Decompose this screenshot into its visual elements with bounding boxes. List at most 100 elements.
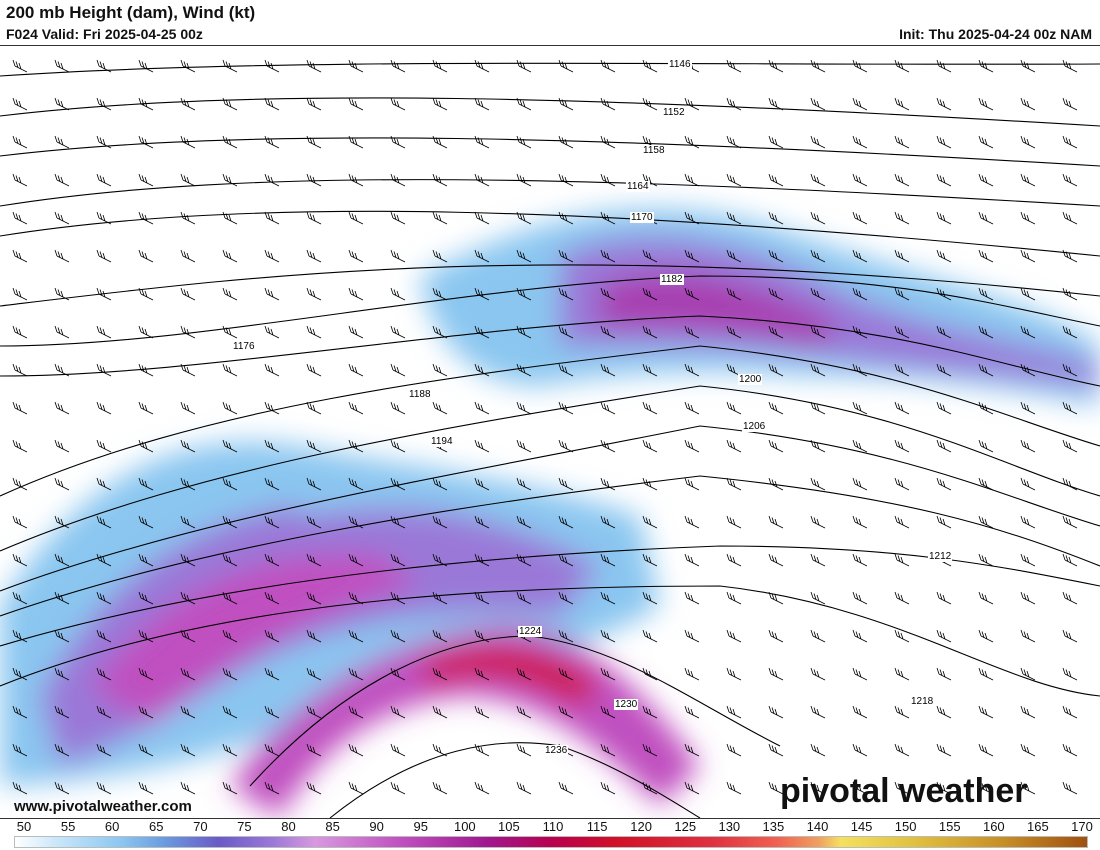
wind-barb (642, 363, 658, 377)
wind-barb (96, 249, 112, 263)
wind-barb (516, 211, 532, 225)
wind-barb (852, 553, 868, 567)
wind-barb (12, 705, 28, 719)
wind-barb (474, 97, 490, 111)
wind-barb (264, 515, 280, 529)
wind-barb (936, 629, 952, 643)
contour-label: 1206 (742, 421, 767, 432)
wind-barb (936, 439, 952, 453)
wind-barb (138, 173, 154, 187)
wind-barb (1020, 325, 1036, 339)
wind-barb (432, 401, 448, 415)
wind-barb (264, 401, 280, 415)
wind-barb (894, 135, 910, 149)
wind-barb (642, 705, 658, 719)
wind-barb (852, 743, 868, 757)
wind-barb (12, 363, 28, 377)
wind-barb (684, 97, 700, 111)
wind-barb (642, 401, 658, 415)
wind-barb (390, 781, 406, 795)
wind-barb (264, 173, 280, 187)
wind-barb (642, 477, 658, 491)
wind-barb (96, 781, 112, 795)
wind-barb (180, 59, 196, 73)
wind-barb (54, 287, 70, 301)
wind-barb (348, 135, 364, 149)
wind-barb (474, 629, 490, 643)
wind-barb (1062, 211, 1078, 225)
wind-barb (432, 287, 448, 301)
wind-barb (390, 249, 406, 263)
wind-barb (936, 287, 952, 301)
wind-barb (600, 211, 616, 225)
wind-barb (180, 211, 196, 225)
wind-barb (306, 211, 322, 225)
colorbar-tick: 170 (1071, 819, 1093, 834)
wind-barb (180, 173, 196, 187)
wind-barb (138, 591, 154, 605)
wind-barb (96, 439, 112, 453)
wind-barb (96, 173, 112, 187)
wind-barb (54, 515, 70, 529)
wind-barb (852, 439, 868, 453)
wind-barb (432, 477, 448, 491)
wind-barb (894, 667, 910, 681)
wind-barb (138, 325, 154, 339)
wind-barb (516, 781, 532, 795)
wind-speed-colorbar (14, 836, 1088, 848)
wind-barb (1062, 667, 1078, 681)
wind-barb (180, 629, 196, 643)
wind-barb (348, 173, 364, 187)
wind-barb (558, 439, 574, 453)
wind-barb (264, 667, 280, 681)
wind-barb (54, 249, 70, 263)
wind-barb (978, 211, 994, 225)
wind-barb (894, 401, 910, 415)
wind-barb (432, 59, 448, 73)
wind-barb (642, 325, 658, 339)
wind-barb (726, 249, 742, 263)
wind-barb (306, 743, 322, 757)
wind-barb (726, 553, 742, 567)
wind-barb (432, 211, 448, 225)
colorbar-tick: 145 (850, 819, 873, 834)
wind-barb (726, 515, 742, 529)
wind-barb (768, 211, 784, 225)
wind-barb (474, 515, 490, 529)
wind-barb (432, 363, 448, 377)
wind-barb (348, 401, 364, 415)
wind-barb (54, 325, 70, 339)
wind-barb (810, 249, 826, 263)
wind-barb (390, 97, 406, 111)
pivotal-weather-logo: pivotal weather (780, 772, 1028, 810)
wind-barb (306, 59, 322, 73)
wind-barb (600, 287, 616, 301)
wind-barb (852, 249, 868, 263)
wind-barb (432, 135, 448, 149)
wind-barb (12, 249, 28, 263)
wind-barb (1020, 249, 1036, 263)
wind-barb (642, 97, 658, 111)
wind-barb (936, 363, 952, 377)
wind-barb (600, 97, 616, 111)
wind-barb (54, 135, 70, 149)
wind-barb (264, 705, 280, 719)
wind-barb (222, 59, 238, 73)
wind-barb (138, 211, 154, 225)
wind-barb (222, 781, 238, 795)
wind-barb (894, 629, 910, 643)
wind-barb (894, 439, 910, 453)
wind-barb (600, 781, 616, 795)
wind-barb (12, 97, 28, 111)
wind-barb (348, 211, 364, 225)
wind-barb (1020, 477, 1036, 491)
wind-barb (810, 705, 826, 719)
wind-barb (810, 667, 826, 681)
wind-barb (726, 173, 742, 187)
wind-barb (684, 135, 700, 149)
wind-barb (12, 59, 28, 73)
wind-barb (684, 363, 700, 377)
wind-barb (978, 591, 994, 605)
wind-barb (180, 515, 196, 529)
wind-barb (1062, 249, 1078, 263)
